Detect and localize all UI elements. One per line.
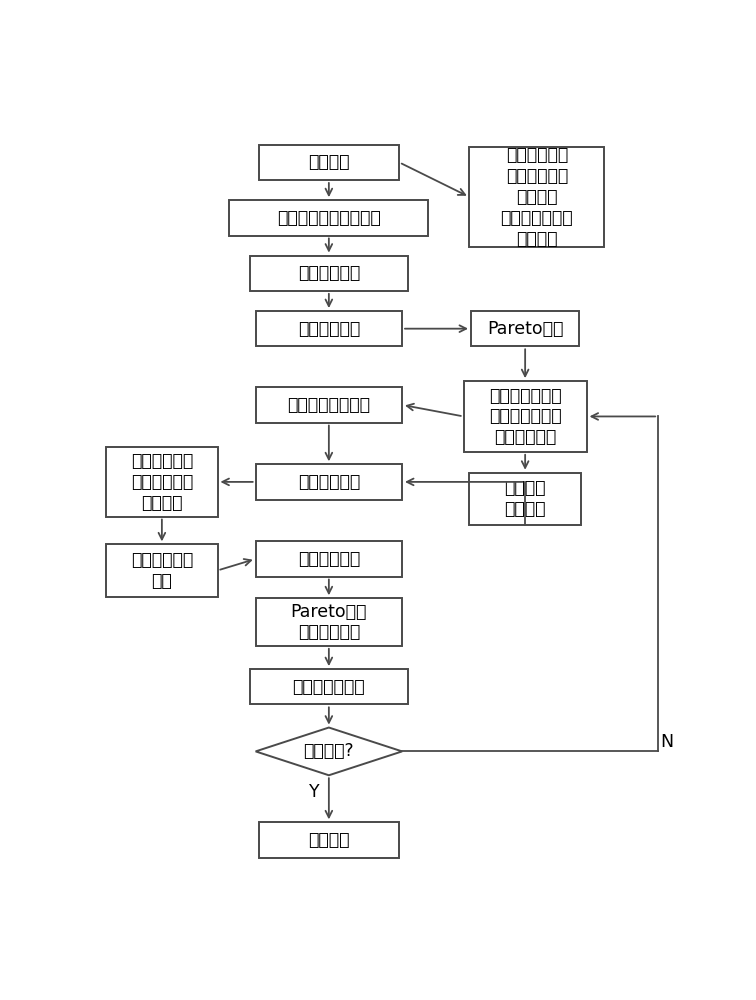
Text: 评价每个个体: 评价每个个体 xyxy=(298,320,360,338)
Text: 根据数据建立优化模型: 根据数据建立优化模型 xyxy=(277,209,381,227)
Text: 所有个体
负荷调度: 所有个体 负荷调度 xyxy=(504,479,546,518)
Bar xyxy=(471,311,579,346)
Bar xyxy=(259,145,399,180)
Bar xyxy=(229,200,429,235)
Bar xyxy=(256,541,402,577)
Text: 对种群初始化: 对种群初始化 xyxy=(298,264,360,282)
Bar xyxy=(106,447,218,517)
Text: Pareto排序: Pareto排序 xyxy=(487,320,563,338)
Bar xyxy=(249,669,408,704)
Bar xyxy=(259,822,399,858)
Text: 最佳个体对其
他个体仅进行
负荷同化: 最佳个体对其 他个体仅进行 负荷同化 xyxy=(131,452,193,512)
Bar xyxy=(106,544,218,597)
Text: Y: Y xyxy=(309,783,320,801)
Bar xyxy=(256,598,402,646)
Bar xyxy=(256,464,402,500)
Bar xyxy=(256,311,402,346)
Text: 最佳个体对被支
配个体进行不包
含负荷的同化: 最佳个体对被支 配个体进行不包 含负荷的同化 xyxy=(489,387,562,446)
Bar xyxy=(463,381,587,452)
Text: 储能、各电源调度: 储能、各电源调度 xyxy=(287,396,370,414)
Text: 选出下一代种群: 选出下一代种群 xyxy=(293,678,365,696)
Text: 迭代完成?: 迭代完成? xyxy=(304,742,354,760)
Text: 评价每个个体: 评价每个个体 xyxy=(298,550,360,568)
Text: 调度指令: 调度指令 xyxy=(308,831,349,849)
Text: 储能、各电源
调度: 储能、各电源 调度 xyxy=(131,551,193,590)
Text: 评价每个个体: 评价每个个体 xyxy=(298,473,360,491)
Text: 光伏出力预测
负荷数据预测
市场信息
微电网设备信息
其他信息: 光伏出力预测 负荷数据预测 市场信息 微电网设备信息 其他信息 xyxy=(500,146,573,248)
Bar xyxy=(256,387,402,423)
Text: Pareto排序
拥挤距离排序: Pareto排序 拥挤距离排序 xyxy=(290,603,367,641)
Bar xyxy=(249,256,408,291)
Bar xyxy=(469,147,604,247)
Polygon shape xyxy=(256,728,402,775)
Text: 采集数据: 采集数据 xyxy=(308,153,349,171)
Text: N: N xyxy=(660,733,674,751)
Bar xyxy=(469,473,581,525)
